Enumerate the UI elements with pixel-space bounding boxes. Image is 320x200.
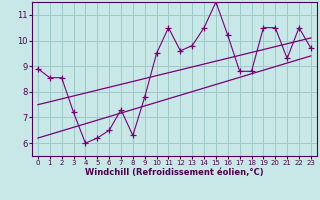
X-axis label: Windchill (Refroidissement éolien,°C): Windchill (Refroidissement éolien,°C) [85, 168, 264, 177]
